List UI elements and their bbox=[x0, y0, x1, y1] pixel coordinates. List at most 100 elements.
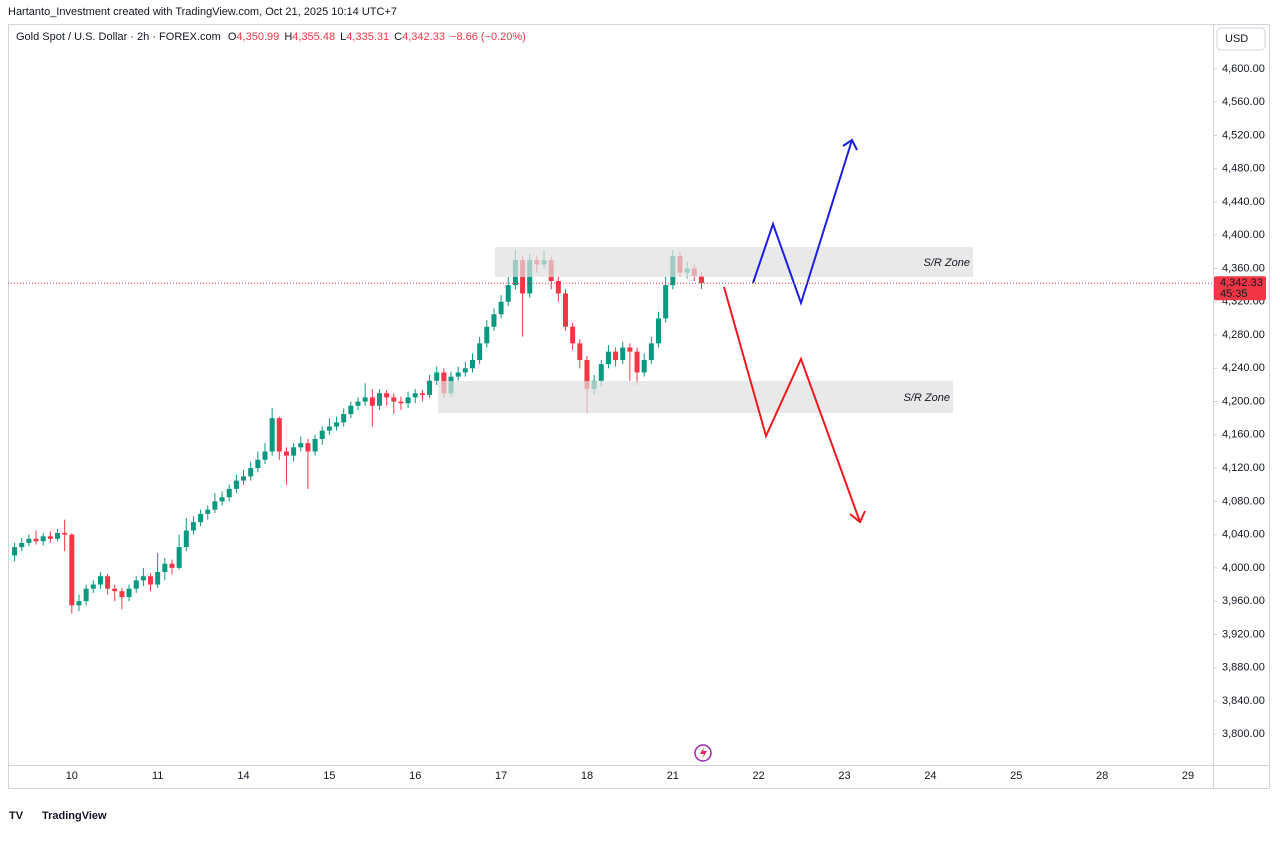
candle-body bbox=[605, 351, 611, 365]
candle-body bbox=[570, 326, 576, 344]
y-tick-label: 4,200.00 bbox=[1222, 395, 1265, 407]
x-tick-label: 21 bbox=[667, 770, 679, 782]
y-tick-label: 4,600.00 bbox=[1222, 63, 1265, 75]
candle-body bbox=[613, 351, 619, 360]
candle-body bbox=[248, 468, 254, 477]
y-tick-label: 4,000.00 bbox=[1222, 562, 1265, 574]
candle-body bbox=[398, 401, 404, 404]
candle-body bbox=[427, 380, 433, 395]
symbol-title: Gold Spot / U.S. Dollar · 2h · FOREX.com bbox=[16, 31, 221, 43]
sr-zone bbox=[438, 381, 953, 413]
candle-body bbox=[419, 393, 425, 395]
y-tick-label: 4,440.00 bbox=[1222, 196, 1265, 208]
x-tick-label: 17 bbox=[495, 770, 507, 782]
x-tick-label: 15 bbox=[323, 770, 335, 782]
candle-body bbox=[190, 522, 196, 531]
currency: USD bbox=[1225, 33, 1248, 45]
y-tick-label: 3,960.00 bbox=[1222, 595, 1265, 607]
ohlc-value: 4,355.48 bbox=[292, 31, 335, 43]
candle-body bbox=[376, 393, 382, 406]
candle-body bbox=[434, 372, 440, 381]
candle-body bbox=[62, 532, 68, 535]
candle-body bbox=[498, 301, 504, 315]
candle-body bbox=[334, 422, 340, 427]
currency-box[interactable] bbox=[1216, 27, 1266, 51]
candle-body bbox=[276, 418, 282, 452]
y-tick-label: 4,120.00 bbox=[1222, 462, 1265, 474]
candle-body bbox=[584, 359, 590, 390]
candle-body bbox=[298, 443, 304, 448]
candle-body bbox=[348, 405, 354, 415]
candle-body bbox=[698, 275, 704, 284]
brand: TradingView bbox=[42, 810, 107, 822]
x-tick-label: 29 bbox=[1182, 770, 1194, 782]
ohlc-value: 4,335.31 bbox=[346, 31, 389, 43]
x-tick-label: 22 bbox=[753, 770, 765, 782]
x-tick-label: 25 bbox=[1010, 770, 1022, 782]
candle-body bbox=[505, 285, 511, 302]
candle-body bbox=[455, 372, 461, 377]
candle-body bbox=[119, 591, 125, 598]
sr-zone bbox=[495, 247, 973, 277]
plot: 3,800.00 3,840.00 3,880.00 3,920.00 3,960.00… bbox=[12, 63, 1265, 782]
x-tick-label: 23 bbox=[838, 770, 850, 782]
arrow-head bbox=[842, 138, 858, 151]
candle-body bbox=[112, 588, 118, 592]
x-tick-label: 18 bbox=[581, 770, 593, 782]
candle-body bbox=[262, 451, 268, 460]
candle-body bbox=[634, 351, 640, 373]
y-tick-label: 4,400.00 bbox=[1222, 229, 1265, 241]
candle-body bbox=[255, 459, 261, 469]
candle-body bbox=[620, 347, 626, 360]
candle-body bbox=[241, 476, 247, 481]
ohlc-key: C bbox=[394, 31, 402, 43]
candle-body bbox=[384, 393, 390, 398]
x-tick-label: 14 bbox=[237, 770, 249, 782]
candle-body bbox=[90, 584, 96, 589]
candle-body bbox=[12, 547, 18, 556]
ohlc-value: 4,342.33 bbox=[402, 31, 445, 43]
candle-body bbox=[55, 532, 61, 539]
candle-body bbox=[627, 347, 633, 352]
candle-body bbox=[369, 397, 375, 406]
y-tick-label: 4,480.00 bbox=[1222, 163, 1265, 175]
candle-body bbox=[133, 580, 139, 589]
countdown: 45:35 bbox=[1220, 288, 1248, 300]
y-tick-label: 4,360.00 bbox=[1222, 262, 1265, 274]
change: −8.66 (−0.20%) bbox=[450, 31, 526, 43]
candle-body bbox=[648, 343, 654, 360]
candle-body bbox=[663, 285, 669, 319]
zone-label: S/R Zone bbox=[904, 392, 950, 404]
bull-path bbox=[752, 139, 853, 307]
candle-body bbox=[462, 368, 468, 373]
candle-body bbox=[491, 314, 497, 327]
candle-body bbox=[319, 430, 325, 439]
candle-body bbox=[19, 542, 25, 548]
header: Hartanto_Investment created with Trading… bbox=[8, 6, 397, 18]
candle-body bbox=[26, 538, 32, 543]
candle-body bbox=[355, 401, 361, 406]
candle-body bbox=[176, 547, 182, 568]
candle-body bbox=[69, 534, 75, 606]
y-tick-label: 4,040.00 bbox=[1222, 529, 1265, 541]
candle-body bbox=[219, 497, 225, 502]
y-tick-label: 4,280.00 bbox=[1222, 329, 1265, 341]
candle-body bbox=[105, 576, 111, 589]
candle-body bbox=[169, 563, 175, 568]
candle-body bbox=[162, 563, 168, 573]
y-tick-label: 4,560.00 bbox=[1222, 96, 1265, 108]
y-tick-label: 4,160.00 bbox=[1222, 429, 1265, 441]
brand-logo: TV bbox=[9, 810, 24, 822]
candle-body bbox=[412, 393, 418, 398]
candle-body bbox=[477, 343, 483, 360]
last-price-label: 4,342.33 bbox=[1220, 277, 1263, 289]
candle-body bbox=[140, 576, 146, 581]
y-tick-label: 4,080.00 bbox=[1222, 495, 1265, 507]
y-tick-label: 3,880.00 bbox=[1222, 662, 1265, 674]
candle-body bbox=[233, 480, 239, 489]
candle-body bbox=[362, 397, 368, 402]
candle-body bbox=[33, 538, 39, 542]
candle-body bbox=[305, 443, 311, 452]
ohlc-value: 4,350.99 bbox=[236, 31, 279, 43]
ohlc-key: H bbox=[284, 31, 292, 43]
